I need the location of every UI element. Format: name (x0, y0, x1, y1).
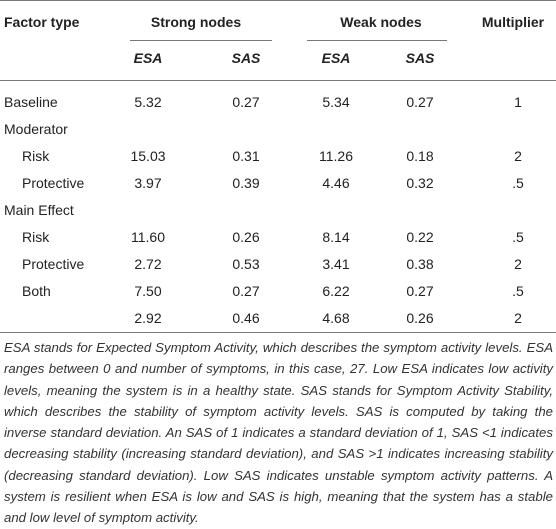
cell: 0.32 (406, 175, 434, 191)
cell: 0.26 (232, 229, 260, 245)
cell: 0.46 (232, 310, 260, 326)
cell: 0.27 (406, 283, 434, 299)
cell: 3.97 (134, 175, 162, 191)
cell: 8.14 (322, 229, 350, 245)
rule (0, 80, 556, 81)
cell: 5.32 (134, 94, 162, 110)
cell: .5 (512, 229, 524, 245)
subheader: ESA (133, 50, 163, 66)
row-label: Risk (22, 148, 50, 164)
row-label: Main Effect (4, 202, 74, 218)
cell: 3.41 (322, 256, 350, 272)
row-label: Moderator (4, 121, 68, 137)
cell: 5.34 (322, 94, 350, 110)
row-label: Both (22, 283, 51, 299)
subheader: SAS (405, 50, 435, 66)
cell: 4.68 (322, 310, 350, 326)
cell: 0.38 (406, 256, 434, 272)
cell: 0.22 (406, 229, 434, 245)
rule (0, 332, 556, 333)
row-label: Protective (22, 175, 85, 191)
header: Factor type (4, 14, 80, 30)
subheader: SAS (231, 50, 261, 66)
cell: 6.22 (322, 283, 350, 299)
cell: 0.18 (406, 148, 434, 164)
cell: 0.39 (232, 175, 260, 191)
rule (0, 0, 556, 1)
header: Strong nodes (150, 14, 242, 30)
rule (307, 40, 447, 41)
cell: 0.31 (232, 148, 260, 164)
cell: 0.27 (232, 283, 260, 299)
cell: 0.26 (406, 310, 434, 326)
subheader: ESA (321, 50, 351, 66)
cell: 15.03 (130, 148, 166, 164)
cell: 11.26 (319, 148, 353, 164)
cell: 7.50 (134, 283, 162, 299)
cell: 2 (514, 148, 522, 164)
cell: 4.46 (322, 175, 350, 191)
cell: 0.27 (406, 94, 434, 110)
header: Multiplier (481, 14, 545, 30)
cell: 2 (514, 310, 522, 326)
header: Weak nodes (340, 14, 422, 30)
cell: .5 (512, 175, 524, 191)
cell: 11.60 (131, 229, 165, 245)
cell: 2 (514, 256, 522, 272)
cell: 2.72 (134, 256, 162, 272)
cell: 0.53 (232, 256, 260, 272)
cell: 0.27 (232, 94, 260, 110)
cell: 2.92 (134, 310, 162, 326)
footnote: ESA stands for Expected Symptom Activity… (4, 340, 553, 526)
row-label: Protective (22, 256, 85, 272)
cell: .5 (512, 283, 524, 299)
row-label: Baseline (4, 94, 58, 110)
cell: 1 (514, 94, 522, 110)
row-label: Risk (22, 229, 50, 245)
rule (130, 40, 272, 41)
